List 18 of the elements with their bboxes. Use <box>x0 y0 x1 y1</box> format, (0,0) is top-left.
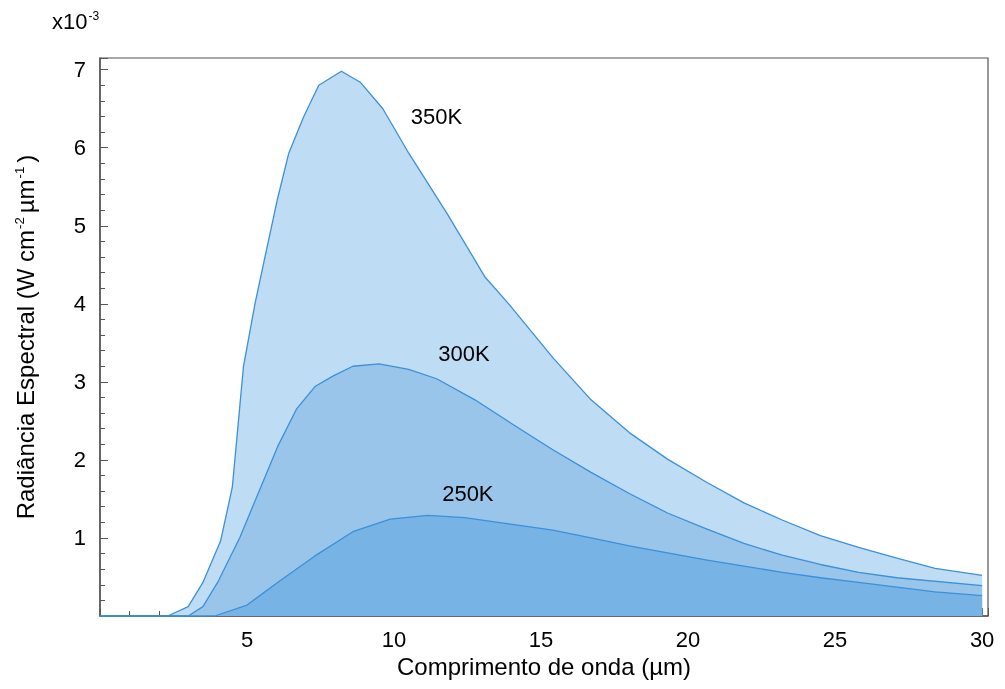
x-tick-label: 5 <box>240 626 254 652</box>
y-tick-label: 1 <box>73 525 86 551</box>
x-tick-label: 10 <box>381 626 407 652</box>
y-tick-label: 3 <box>73 369 86 395</box>
x-tick-label: 30 <box>969 626 995 652</box>
x-axis-title: Comprimento de onda (µm) <box>397 653 691 681</box>
x-tick-label: 25 <box>822 626 848 652</box>
y-tick-label: 7 <box>73 57 86 83</box>
y-tick-label: 6 <box>73 135 86 161</box>
series-label: 300K <box>438 341 491 367</box>
series-label: 250K <box>442 480 494 506</box>
y-tick-label: 5 <box>73 213 86 239</box>
y-tick-label: 2 <box>73 447 86 473</box>
y-axis-title: Radiância Espectral (W cm-2µm-1) <box>12 154 39 520</box>
x-tick-label: 15 <box>528 626 554 652</box>
x-tick-label: 20 <box>675 626 701 652</box>
y-tick-label: 4 <box>73 291 86 317</box>
series-label: 350K <box>410 103 463 129</box>
